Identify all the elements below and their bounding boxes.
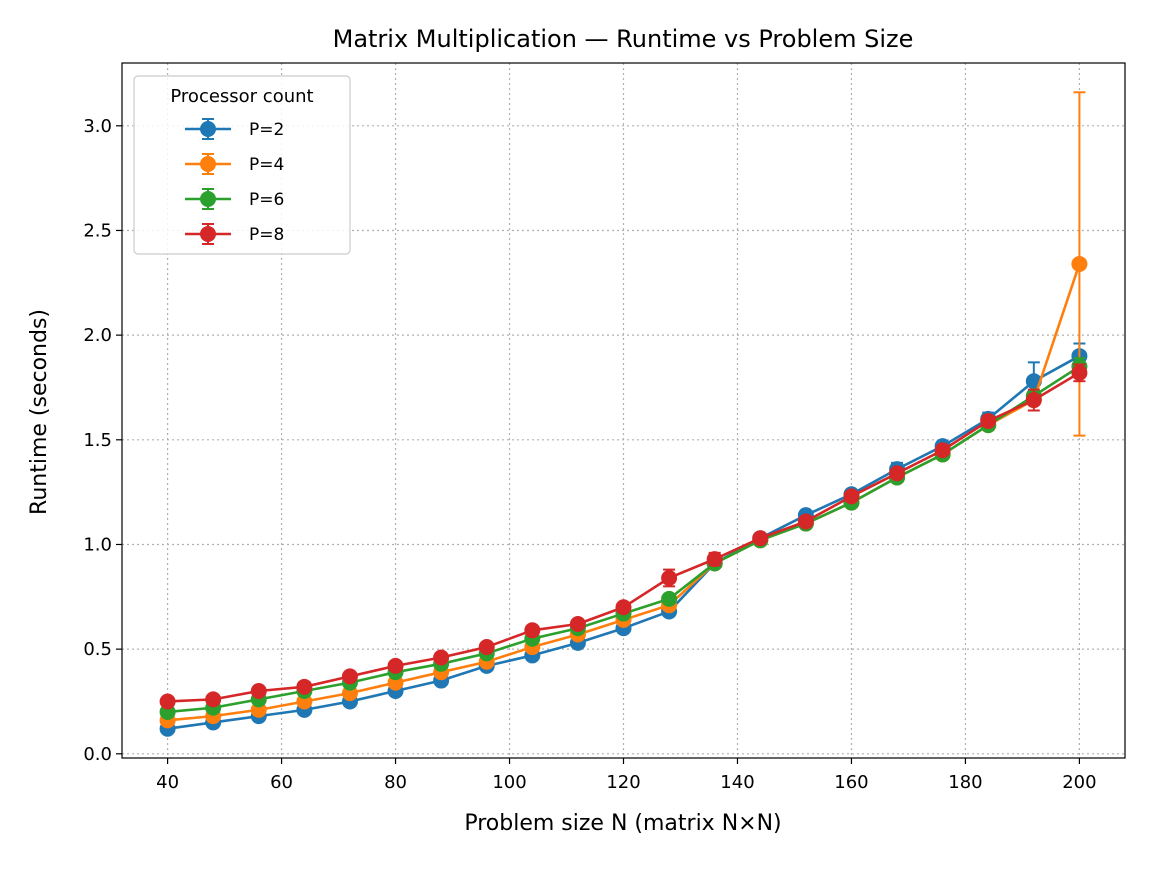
legend-marker	[200, 226, 216, 242]
data-point	[387, 657, 404, 674]
x-tick-label: 40	[156, 772, 179, 793]
data-point	[1071, 255, 1088, 272]
legend-label: P=2	[249, 120, 284, 140]
y-tick-label: 1.5	[83, 430, 112, 451]
x-tick-label: 180	[948, 772, 982, 793]
axis-ticks: 40 60 80 100 120 140 160 180 200 0.0 0.5 1.0 1.5 2.0 2…	[83, 116, 1096, 793]
data-point	[1025, 392, 1042, 409]
data-point	[341, 668, 358, 685]
data-point	[250, 683, 267, 700]
y-axis-label: Runtime (seconds)	[27, 309, 52, 515]
legend-marker	[200, 121, 216, 137]
legend-entry: P=2	[185, 118, 284, 140]
legend-label: P=4	[249, 155, 284, 175]
y-tick-label: 2.5	[83, 220, 112, 241]
data-point	[889, 465, 906, 482]
legend-entry: P=4	[185, 153, 284, 175]
series-P=8	[159, 363, 1088, 710]
data-point	[296, 678, 313, 695]
legend-title: Processor count	[170, 86, 313, 107]
data-point	[934, 442, 951, 459]
y-tick-label: 3.0	[83, 116, 112, 137]
x-tick-label: 80	[384, 772, 407, 793]
data-point	[159, 693, 176, 710]
data-point	[524, 622, 541, 639]
data-point	[797, 513, 814, 530]
data-point	[205, 691, 222, 708]
x-tick-label: 60	[270, 772, 293, 793]
data-point	[661, 569, 678, 586]
legend-entry: P=8	[185, 223, 284, 245]
data-point	[980, 412, 997, 429]
series-area	[159, 91, 1088, 737]
data-point	[1071, 364, 1088, 381]
legend-entry: P=6	[185, 188, 284, 210]
x-axis-label: Problem size N (matrix N×N)	[464, 811, 781, 836]
x-tick-label: 100	[492, 772, 526, 793]
y-tick-label: 1.0	[83, 534, 112, 555]
legend-label: P=6	[249, 190, 284, 210]
data-point	[433, 649, 450, 666]
legend-entries: P=2 P=4 P=6 P=8	[185, 118, 284, 245]
legend-marker	[200, 156, 216, 172]
legend: Processor count P=2 P=4 P=6 P=8	[133, 75, 351, 255]
data-point	[706, 551, 723, 568]
y-tick-label: 2.0	[83, 325, 112, 346]
legend-box	[133, 75, 351, 255]
chart-title: Matrix Multiplication — Runtime vs Probl…	[333, 25, 914, 53]
data-point	[478, 639, 495, 656]
x-tick-label: 140	[720, 772, 754, 793]
legend-label: P=8	[249, 225, 284, 245]
x-tick-label: 200	[1062, 772, 1096, 793]
y-tick-label: 0.0	[83, 744, 112, 765]
x-tick-label: 120	[606, 772, 640, 793]
data-point	[752, 530, 769, 547]
data-point	[615, 599, 632, 616]
data-point	[843, 488, 860, 505]
x-tick-label: 160	[834, 772, 868, 793]
legend-marker	[200, 191, 216, 207]
data-point	[569, 616, 586, 633]
y-tick-label: 0.5	[83, 639, 112, 660]
data-point	[661, 590, 678, 607]
